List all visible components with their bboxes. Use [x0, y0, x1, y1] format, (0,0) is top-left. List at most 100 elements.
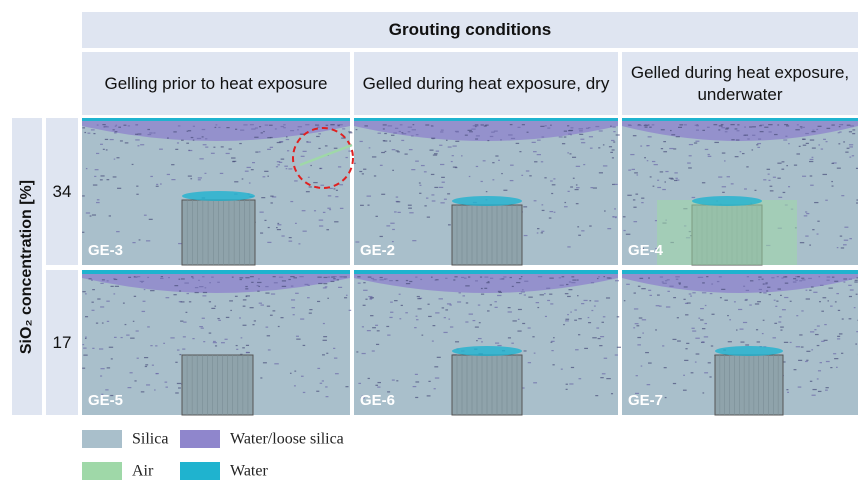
particle: [611, 183, 615, 186]
particle: [395, 150, 399, 152]
particle: [475, 135, 480, 137]
particle: [424, 205, 427, 207]
particle: [428, 380, 431, 382]
particle: [567, 125, 570, 127]
particle: [263, 130, 265, 133]
particle: [276, 141, 281, 144]
particle: [777, 177, 781, 179]
particle: [201, 128, 206, 131]
particle: [544, 177, 547, 179]
particle: [443, 331, 448, 334]
particle: [818, 276, 821, 278]
particle: [204, 287, 207, 289]
particle: [806, 359, 809, 361]
particle: [387, 391, 391, 393]
particle: [825, 199, 828, 201]
particle: [802, 126, 805, 128]
particle: [777, 288, 781, 290]
particle: [578, 128, 584, 130]
particle: [82, 231, 85, 233]
water-pocket: [692, 196, 762, 206]
particle: [854, 279, 858, 281]
particle: [218, 319, 221, 321]
particle: [217, 317, 220, 320]
particle: [318, 133, 322, 135]
particle: [431, 200, 436, 202]
particle: [274, 128, 277, 130]
particle: [763, 283, 768, 285]
particle: [359, 170, 363, 173]
particle: [518, 278, 522, 280]
particle: [250, 169, 254, 171]
particle: [178, 278, 181, 280]
particle: [849, 146, 853, 148]
particle: [836, 247, 839, 249]
particle: [654, 220, 657, 222]
particle: [330, 124, 335, 126]
particle: [272, 310, 276, 312]
particle: [377, 381, 381, 384]
particle: [391, 379, 395, 381]
particle: [452, 166, 457, 168]
particle: [761, 278, 764, 280]
particle: [435, 312, 440, 314]
particle: [467, 129, 472, 131]
particle: [706, 276, 709, 278]
particle: [409, 212, 414, 214]
particle: [434, 186, 439, 189]
particle: [343, 276, 347, 278]
particle: [747, 138, 750, 140]
particle: [376, 330, 380, 332]
particle: [744, 188, 747, 190]
particle: [367, 377, 370, 380]
particle: [749, 280, 754, 282]
particle: [646, 384, 651, 386]
particle: [95, 322, 99, 324]
particle: [234, 295, 238, 297]
particle: [151, 364, 154, 366]
particle: [772, 176, 776, 178]
particle: [811, 156, 814, 158]
particle: [570, 311, 572, 313]
particle: [454, 130, 459, 133]
particle: [784, 296, 789, 299]
particle: [843, 278, 848, 280]
particle: [826, 279, 830, 281]
particle: [577, 295, 579, 297]
particle: [110, 285, 114, 287]
particle: [663, 141, 667, 143]
particle: [114, 125, 117, 127]
particle: [452, 145, 457, 147]
particle: [625, 233, 631, 235]
particle: [415, 381, 420, 383]
particle: [136, 193, 139, 195]
particle: [774, 133, 778, 136]
particle: [269, 314, 273, 316]
particle: [572, 279, 577, 281]
particle: [336, 279, 339, 281]
particle: [323, 336, 328, 338]
particle: [259, 211, 264, 213]
particle: [176, 142, 180, 144]
particle: [671, 134, 676, 136]
particle: [208, 301, 212, 303]
panel: GE-3: [82, 118, 353, 266]
particle: [684, 359, 689, 362]
particle: [339, 207, 344, 209]
particle: [774, 322, 778, 324]
particle: [771, 277, 775, 279]
particle: [434, 366, 439, 368]
particle: [85, 212, 91, 214]
particle: [851, 155, 855, 157]
particle: [294, 370, 297, 372]
particle: [701, 328, 706, 330]
particle: [262, 176, 266, 178]
particle: [285, 168, 288, 170]
particle: [358, 382, 362, 385]
particle: [112, 129, 115, 131]
particle: [373, 175, 377, 177]
particle: [809, 380, 813, 382]
particle: [240, 129, 245, 131]
particle: [362, 304, 366, 306]
particle: [646, 145, 649, 147]
